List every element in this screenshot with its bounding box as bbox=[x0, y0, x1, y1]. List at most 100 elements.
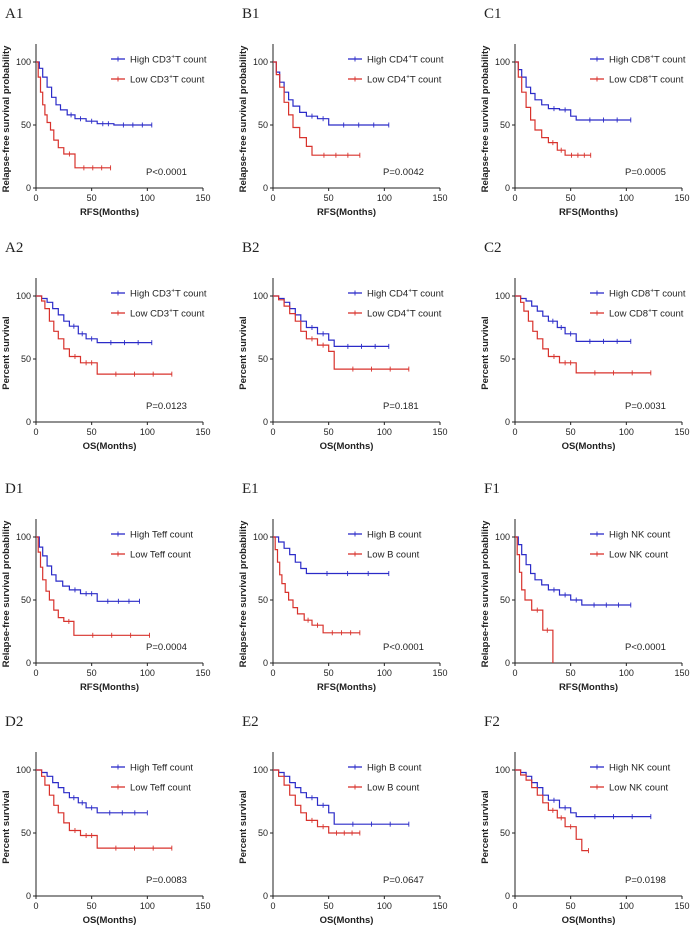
x-tick-label: 0 bbox=[512, 193, 517, 203]
x-tick-label: 50 bbox=[87, 193, 97, 203]
y-tick-label: 50 bbox=[21, 354, 31, 364]
x-tick-label: 100 bbox=[619, 668, 634, 678]
x-tick-label: 50 bbox=[566, 193, 576, 203]
y-tick-label: 0 bbox=[263, 183, 268, 193]
legend-label: Low NK count bbox=[609, 550, 669, 561]
y-axis-label: Relapse-free survival probability bbox=[480, 520, 491, 667]
y-tick-label: 100 bbox=[495, 291, 510, 301]
x-tick-label: 0 bbox=[512, 901, 517, 911]
x-tick-label: 150 bbox=[195, 193, 210, 203]
legend-label-superscript: + bbox=[406, 74, 410, 81]
km-curve-high bbox=[273, 769, 409, 825]
x-axis-label: OS(Months) bbox=[562, 915, 616, 926]
legend-label-rest: T count bbox=[412, 55, 444, 66]
legend-label: Low NK count bbox=[609, 783, 669, 794]
km-curve-high bbox=[36, 536, 140, 602]
y-tick-label: 0 bbox=[26, 183, 31, 193]
legend-label-rest: T count bbox=[173, 309, 205, 320]
legend-label-base: Low Teff count bbox=[130, 550, 191, 561]
legend-label: High CD8+T count bbox=[609, 288, 686, 300]
panel-label: F1 bbox=[484, 481, 500, 497]
y-axis-label: Percent survival bbox=[1, 316, 12, 389]
km-curve-low bbox=[36, 536, 150, 636]
x-tick-label: 150 bbox=[432, 427, 447, 437]
legend-label-base: Low CD3 bbox=[130, 75, 169, 86]
y-tick-label: 0 bbox=[505, 891, 510, 901]
panel-label: D2 bbox=[5, 714, 23, 730]
km-curve-low bbox=[515, 769, 589, 852]
panel-label: C1 bbox=[484, 6, 502, 22]
panel-label: D1 bbox=[5, 481, 23, 497]
y-axis-label: Percent survival bbox=[480, 790, 491, 863]
legend-label-base: High CD3 bbox=[130, 289, 171, 300]
panel-label: B2 bbox=[242, 240, 260, 256]
x-tick-label: 100 bbox=[619, 193, 634, 203]
x-tick-label: 100 bbox=[140, 427, 155, 437]
y-tick-label: 100 bbox=[16, 291, 31, 301]
legend-label: High Teff count bbox=[130, 530, 193, 541]
p-value: P=0.0004 bbox=[146, 642, 187, 653]
km-curve-high bbox=[36, 61, 152, 126]
x-tick-label: 0 bbox=[270, 193, 275, 203]
y-axis-label: Relapse-free survival probability bbox=[1, 520, 12, 667]
p-value: P=0.0198 bbox=[625, 875, 666, 886]
p-value: P=0.0031 bbox=[625, 401, 666, 412]
legend-label-rest: T count bbox=[654, 55, 686, 66]
x-tick-label: 100 bbox=[140, 193, 155, 203]
x-tick-label: 100 bbox=[140, 901, 155, 911]
km-curve-low bbox=[273, 769, 360, 834]
km-curve-high bbox=[36, 769, 148, 814]
y-tick-label: 100 bbox=[16, 532, 31, 542]
x-axis-label: RFS(Months) bbox=[559, 207, 618, 218]
y-tick-label: 50 bbox=[258, 120, 268, 130]
legend-label-base: High B count bbox=[367, 530, 422, 541]
x-tick-label: 150 bbox=[674, 901, 689, 911]
y-axis-label: Percent survival bbox=[480, 316, 491, 389]
legend-label-base: Low NK count bbox=[609, 550, 669, 561]
y-tick-label: 50 bbox=[500, 828, 510, 838]
legend-label-base: High CD3 bbox=[130, 55, 171, 66]
x-axis-label: RFS(Months) bbox=[317, 207, 376, 218]
x-tick-label: 0 bbox=[270, 668, 275, 678]
y-tick-label: 50 bbox=[21, 828, 31, 838]
km-curve-high bbox=[273, 536, 389, 575]
legend-label-rest: T count bbox=[175, 55, 207, 66]
x-axis-label: OS(Months) bbox=[562, 441, 616, 452]
legend-label: Low CD4+T count bbox=[367, 74, 442, 86]
x-tick-label: 50 bbox=[324, 668, 334, 678]
km-curve-low bbox=[36, 769, 172, 849]
p-value: P<0.0001 bbox=[625, 642, 666, 653]
x-axis-label: RFS(Months) bbox=[559, 682, 618, 693]
y-tick-label: 50 bbox=[258, 354, 268, 364]
x-tick-label: 150 bbox=[195, 901, 210, 911]
legend-label: Low B count bbox=[367, 550, 420, 561]
km-curve-low bbox=[36, 61, 111, 169]
legend-label: High CD3+T count bbox=[130, 54, 207, 66]
legend-label-rest: T count bbox=[654, 289, 686, 300]
x-tick-label: 150 bbox=[432, 193, 447, 203]
x-axis-label: OS(Months) bbox=[83, 915, 137, 926]
x-tick-label: 100 bbox=[377, 427, 392, 437]
panel-b1: B10 50 100 150050100RFS(Months)Relapse-free… bbox=[238, 6, 448, 218]
x-tick-label: 0 bbox=[33, 427, 38, 437]
y-tick-label: 0 bbox=[26, 891, 31, 901]
legend-label-superscript: + bbox=[650, 288, 654, 295]
y-tick-label: 50 bbox=[500, 354, 510, 364]
panel-f1: F10 50 100 150050100RFS(Months)Relapse-free… bbox=[480, 481, 690, 693]
y-tick-label: 50 bbox=[258, 828, 268, 838]
y-tick-label: 0 bbox=[505, 417, 510, 427]
legend-label-base: Low CD4 bbox=[367, 309, 406, 320]
legend-label: Low CD3+T count bbox=[130, 308, 205, 320]
legend-label-base: High B count bbox=[367, 763, 422, 774]
km-curve-high bbox=[515, 536, 631, 606]
p-value: P=0.0083 bbox=[146, 875, 187, 886]
y-tick-label: 100 bbox=[253, 532, 268, 542]
x-tick-label: 50 bbox=[324, 193, 334, 203]
km-curve-low bbox=[273, 295, 409, 370]
x-tick-label: 50 bbox=[87, 668, 97, 678]
legend-label: High CD4+T count bbox=[367, 54, 444, 66]
legend-label-superscript: + bbox=[650, 54, 654, 61]
